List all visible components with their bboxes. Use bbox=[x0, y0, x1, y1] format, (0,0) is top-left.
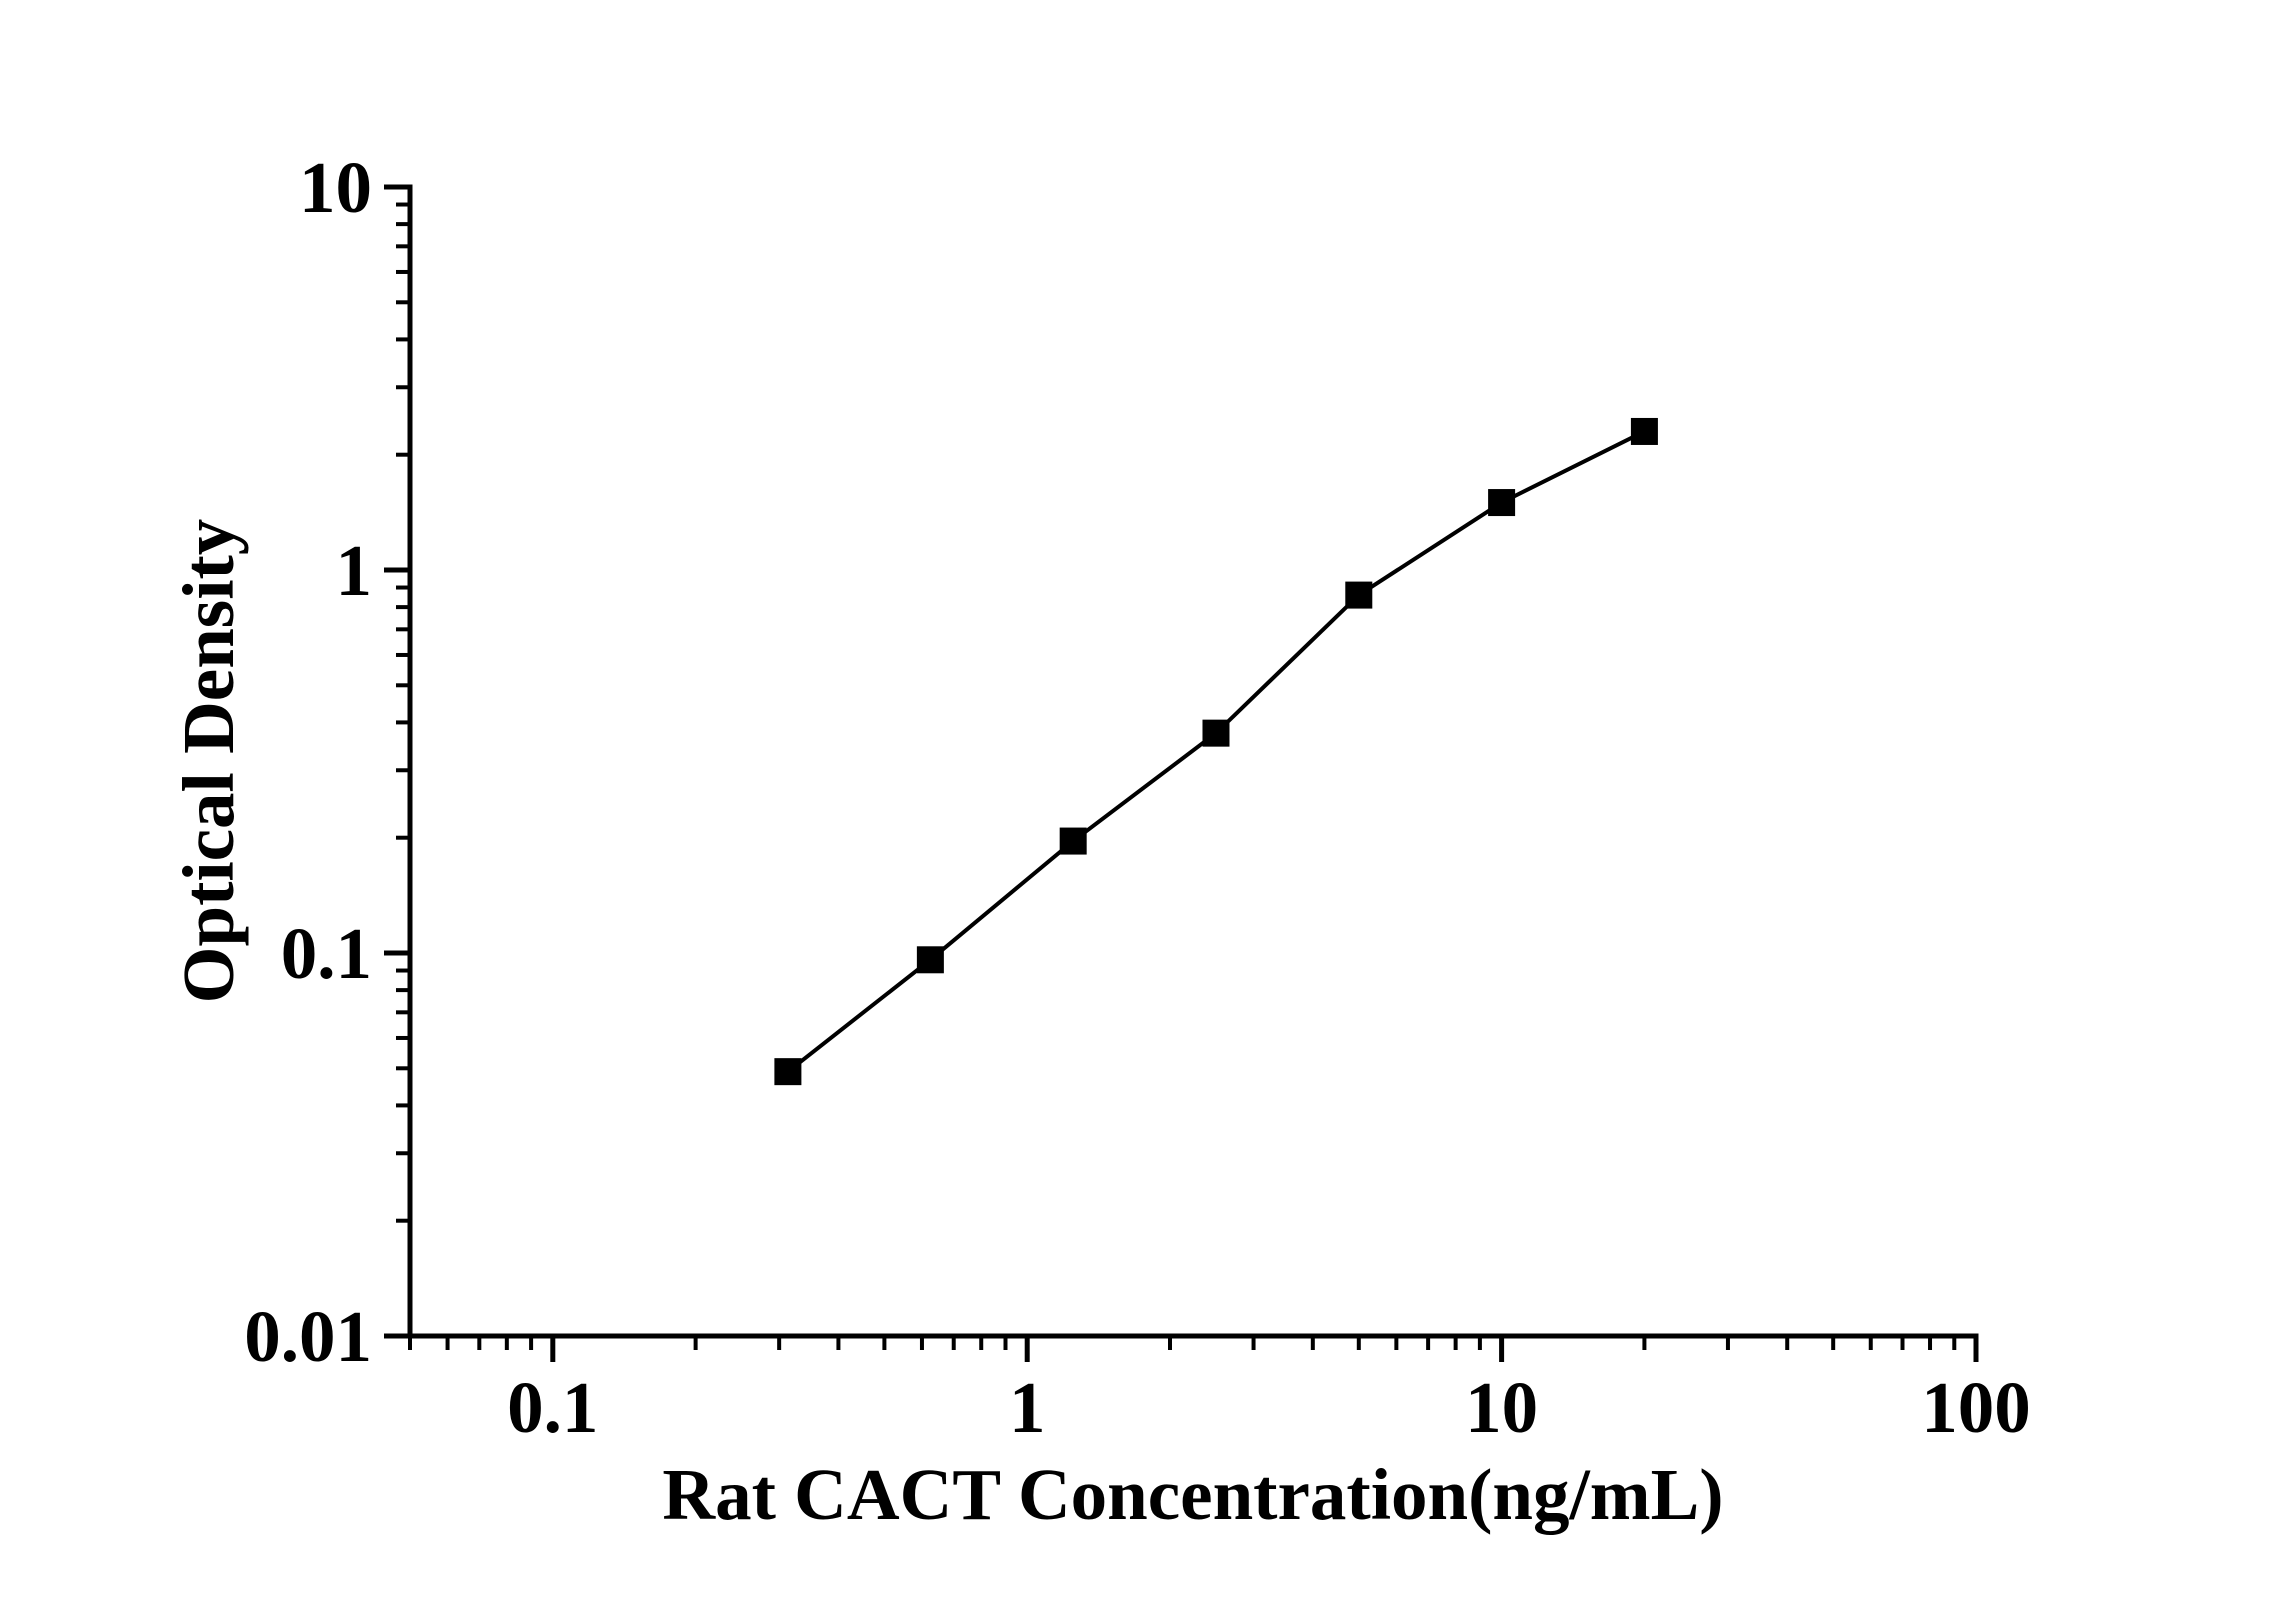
x-tick-label: 0.1 bbox=[507, 1367, 598, 1448]
y-tick-label: 10 bbox=[299, 147, 372, 228]
x-tick-label: 100 bbox=[1921, 1367, 2031, 1448]
data-point-marker bbox=[1059, 827, 1087, 855]
series-line bbox=[786, 429, 1646, 1074]
data-point-marker bbox=[916, 946, 944, 974]
data-point-marker bbox=[1488, 489, 1516, 517]
data-point-marker bbox=[1202, 719, 1230, 747]
y-tick-label: 0.1 bbox=[281, 913, 372, 994]
data-point-marker bbox=[774, 1058, 802, 1086]
y-tick-label: 0.01 bbox=[244, 1296, 372, 1377]
x-tick-label: 10 bbox=[1465, 1367, 1538, 1448]
data-point-marker bbox=[1630, 417, 1658, 445]
y-tick-label: 1 bbox=[336, 530, 373, 611]
y-axis-title: Optical Density bbox=[168, 519, 249, 1004]
data-point-marker bbox=[1345, 581, 1373, 609]
axis-frame bbox=[407, 184, 1979, 1339]
x-axis-title: Rat CACT Concentration(ng/mL) bbox=[662, 1454, 1723, 1535]
x-tick-label: 1 bbox=[1009, 1367, 1046, 1448]
